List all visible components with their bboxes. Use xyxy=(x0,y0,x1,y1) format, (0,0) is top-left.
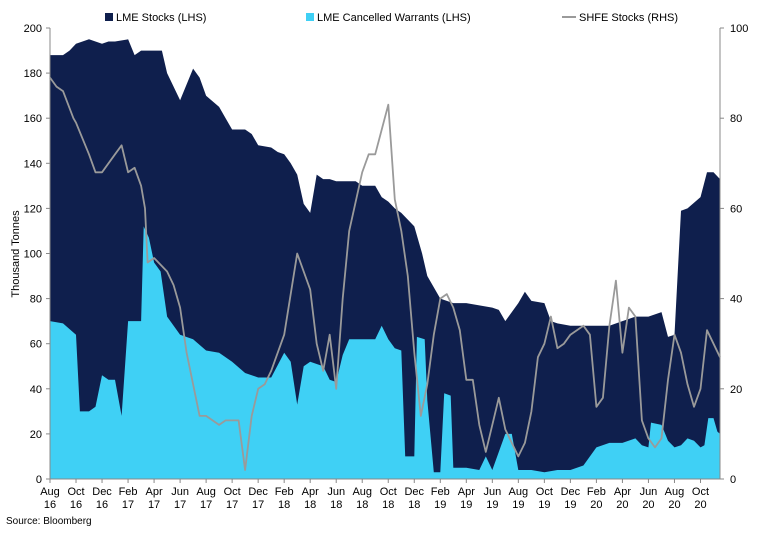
x-tick-year: 18 xyxy=(408,499,420,511)
x-tick-month: Dec xyxy=(561,486,581,498)
left-tick-label: 20 xyxy=(30,429,42,441)
x-tick-month: Aug xyxy=(352,486,372,498)
left-tick-label: 160 xyxy=(24,113,42,125)
x-tick-year: 17 xyxy=(148,499,160,511)
legend-swatch xyxy=(306,13,314,21)
y-axis-label: Thousand Tonnes xyxy=(10,210,22,298)
x-tick-month: Dec xyxy=(248,486,268,498)
x-tick-month: Jun xyxy=(327,486,345,498)
x-tick-month: Aug xyxy=(509,486,529,498)
area-layer xyxy=(50,39,720,480)
x-tick-month: Jun xyxy=(640,486,658,498)
x-tick-month: Apr xyxy=(302,486,319,498)
x-tick-month: Jun xyxy=(483,486,501,498)
right-tick-label: 100 xyxy=(730,23,748,35)
legend-label: LME Cancelled Warrants (LHS) xyxy=(317,12,471,24)
legend-swatch xyxy=(105,13,113,21)
x-tick-month: Oct xyxy=(536,486,553,498)
left-tick-label: 40 xyxy=(30,384,42,396)
x-tick-month: Oct xyxy=(692,486,709,498)
x-tick-month: Aug xyxy=(665,486,685,498)
left-tick-label: 140 xyxy=(24,158,42,170)
legend: LME Stocks (LHS) LME Cancelled Warrants (… xyxy=(105,12,678,24)
right-tick-label: 80 xyxy=(730,113,742,125)
x-tick-month: Oct xyxy=(380,486,397,498)
x-tick-year: 19 xyxy=(538,499,550,511)
x-tick-year: 18 xyxy=(382,499,394,511)
left-tick-label: 0 xyxy=(36,474,42,486)
x-tick-month: Feb xyxy=(431,486,450,498)
left-tick-label: 180 xyxy=(24,68,42,80)
legend-label: LME Stocks (LHS) xyxy=(116,12,206,24)
x-tick-month: Apr xyxy=(614,486,631,498)
legend-label: SHFE Stocks (RHS) xyxy=(579,12,678,24)
line-series-shfe-stocks xyxy=(49,77,721,471)
x-tick-year: 20 xyxy=(590,499,602,511)
x-tick-year: 18 xyxy=(330,499,342,511)
x-tick-year: 18 xyxy=(356,499,368,511)
right-tick-label: 0 xyxy=(730,474,736,486)
x-tick-month: Apr xyxy=(146,486,163,498)
x-tick-year: 16 xyxy=(44,499,56,511)
left-tick-label: 120 xyxy=(24,203,42,215)
x-tick-year: 18 xyxy=(304,499,316,511)
x-tick-year: 19 xyxy=(486,499,498,511)
x-tick-year: 18 xyxy=(278,499,290,511)
x-tick-year: 19 xyxy=(460,499,472,511)
x-tick-month: Apr xyxy=(458,486,475,498)
area-series-lme-cancelled-warrants xyxy=(50,226,720,479)
x-tick-year: 17 xyxy=(226,499,238,511)
right-tick-label: 60 xyxy=(730,203,742,215)
axes-layer: 0 20 40 60 80 100 120 140 160 180 200 0 20 40 60 80 100 A… xyxy=(24,23,749,511)
line-layer xyxy=(49,77,721,471)
x-tick-year: 17 xyxy=(252,499,264,511)
x-tick-year: 20 xyxy=(668,499,680,511)
x-tick-year: 20 xyxy=(616,499,628,511)
x-tick-year: 16 xyxy=(96,499,108,511)
right-tick-label: 20 xyxy=(730,384,742,396)
x-tick-month: Jun xyxy=(171,486,189,498)
left-tick-label: 60 xyxy=(30,339,42,351)
x-tick-year: 17 xyxy=(200,499,212,511)
x-tick-month: Feb xyxy=(587,486,606,498)
x-tick-month: Oct xyxy=(67,486,84,498)
x-tick-year: 17 xyxy=(122,499,134,511)
x-tick-month: Aug xyxy=(196,486,216,498)
left-tick-label: 80 xyxy=(30,294,42,306)
x-tick-month: Feb xyxy=(119,486,138,498)
x-tick-month: Dec xyxy=(92,486,112,498)
x-tick-year: 20 xyxy=(642,499,654,511)
x-tick-year: 20 xyxy=(694,499,706,511)
x-tick-month: Aug xyxy=(40,486,60,498)
x-tick-year: 17 xyxy=(174,499,186,511)
x-tick-month: Feb xyxy=(275,486,294,498)
x-tick-year: 16 xyxy=(70,499,82,511)
left-tick-label: 100 xyxy=(24,249,42,261)
x-tick-month: Dec xyxy=(404,486,424,498)
x-tick-year: 19 xyxy=(512,499,524,511)
left-tick-label: 200 xyxy=(24,23,42,35)
right-tick-label: 40 xyxy=(730,294,742,306)
x-tick-month: Oct xyxy=(224,486,241,498)
x-tick-year: 19 xyxy=(564,499,576,511)
x-tick-year: 19 xyxy=(434,499,446,511)
source-note: Source: Bloomberg xyxy=(6,516,92,527)
